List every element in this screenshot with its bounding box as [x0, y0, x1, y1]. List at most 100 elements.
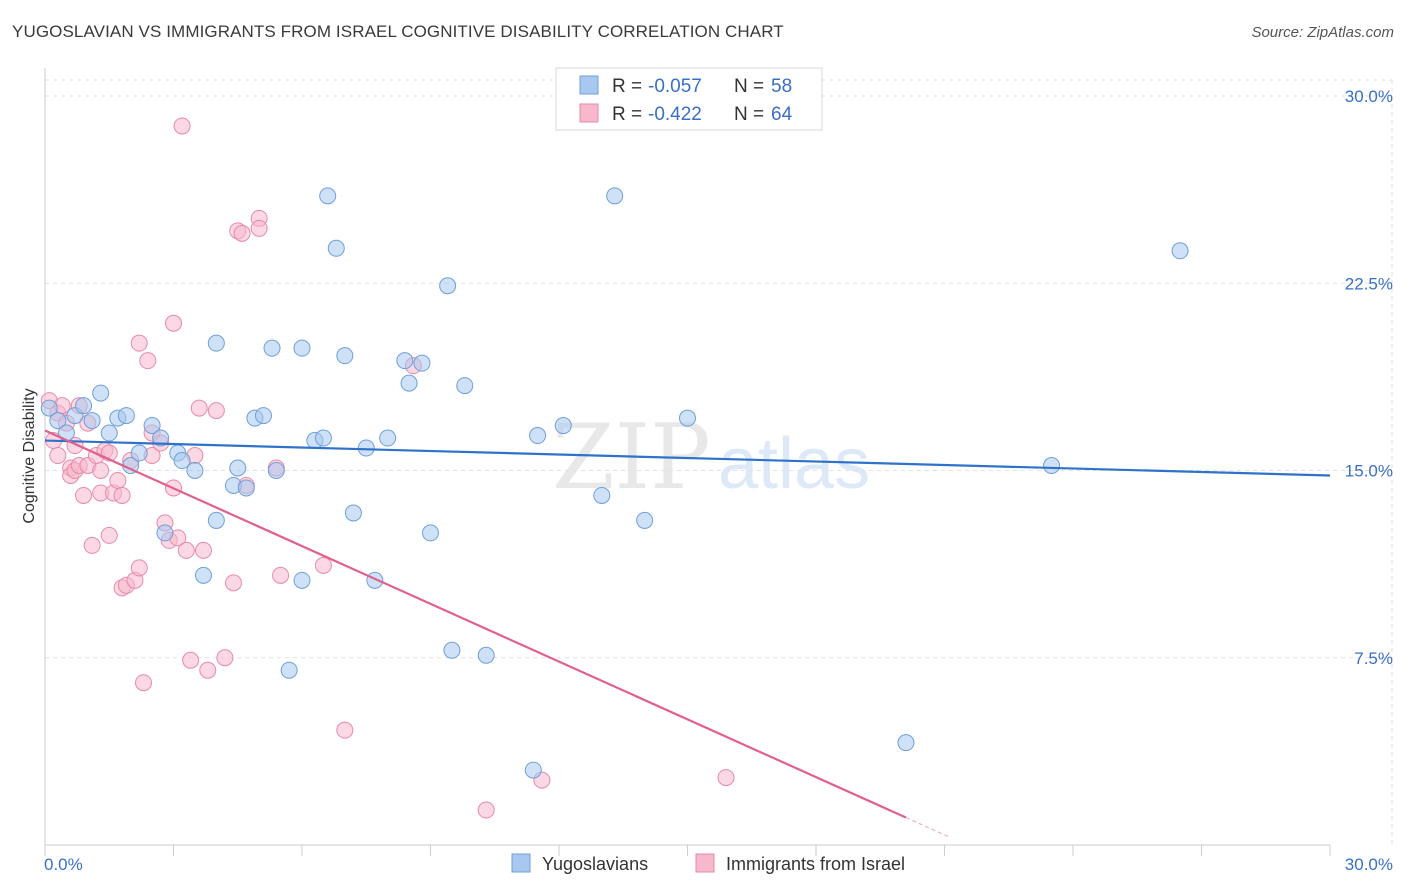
data-point-yugoslavians — [293, 571, 311, 589]
data-point-immigrants-israel — [194, 541, 212, 559]
data-point-immigrants-israel — [130, 559, 148, 577]
data-point-yugoslavians — [456, 377, 474, 395]
data-point-yugoslavians — [439, 277, 457, 295]
data-point-immigrants-israel — [250, 219, 268, 237]
stats-r-value-2: -0.422 — [648, 104, 702, 125]
data-point-yugoslavians — [344, 504, 362, 522]
chart-title: YUGOSLAVIAN VS IMMIGRANTS FROM ISRAEL CO… — [12, 22, 784, 41]
y-tick-label: 15.0% — [1345, 462, 1393, 481]
data-point-yugoslavians — [267, 462, 285, 479]
data-point-yugoslavians — [400, 374, 418, 392]
data-point-immigrants-israel — [100, 526, 118, 544]
data-point-yugoslavians — [443, 641, 461, 659]
data-point-yugoslavians — [280, 661, 298, 679]
stats-r-label-1: R = — [612, 76, 642, 97]
data-point-yugoslavians — [152, 429, 170, 447]
data-point-yugoslavians — [156, 524, 174, 542]
trendline-yugoslavians — [44, 439, 1331, 477]
data-point-yugoslavians — [194, 566, 212, 584]
data-point-yugoslavians — [75, 397, 93, 415]
data-point-yugoslavians — [319, 187, 337, 205]
data-point-yugoslavians — [92, 384, 110, 402]
data-point-immigrants-israel — [135, 674, 153, 692]
data-point-yugoslavians — [336, 347, 354, 365]
y-tick-label: 30.0% — [1345, 87, 1393, 106]
trend-lines — [44, 429, 1331, 838]
data-point-yugoslavians — [477, 646, 495, 664]
data-point-yugoslavians — [529, 427, 547, 445]
data-point-yugoslavians — [40, 399, 58, 417]
x-tick-label: 0.0% — [44, 855, 83, 874]
y-tick-label: 7.5% — [1354, 649, 1393, 668]
data-point-yugoslavians — [327, 239, 345, 257]
stats-n-label-2: N = — [734, 104, 764, 125]
y-axis-label: Cognitive Disability — [21, 388, 38, 523]
data-point-immigrants-israel — [130, 334, 148, 352]
data-point-immigrants-israel — [173, 117, 191, 135]
data-point-immigrants-israel — [49, 447, 67, 465]
data-point-yugoslavians — [413, 354, 431, 372]
data-point-yugoslavians — [293, 339, 311, 357]
data-point-immigrants-israel — [336, 721, 354, 739]
data-point-yugoslavians — [396, 352, 414, 370]
data-point-immigrants-israel — [224, 574, 242, 592]
data-point-yugoslavians — [130, 444, 148, 462]
data-point-immigrants-israel — [216, 649, 234, 667]
data-point-yugoslavians — [229, 459, 247, 477]
data-point-yugoslavians — [422, 524, 439, 542]
stats-legend-swatch-pink — [579, 103, 599, 123]
series-legend: Yugoslavians Immigrants from Israel — [511, 853, 905, 874]
data-point-yugoslavians — [679, 409, 696, 427]
data-point-immigrants-israel — [272, 566, 290, 584]
data-point-immigrants-israel — [477, 801, 495, 819]
data-point-yugoslavians — [117, 407, 135, 425]
legend-label-immigrants-israel: Immigrants from Israel — [726, 854, 905, 874]
data-point-immigrants-israel — [190, 399, 208, 417]
stats-legend-swatch-blue — [579, 75, 599, 95]
trendline-immigrants-israel-extension — [905, 816, 950, 838]
legend-swatch-yugoslavians — [511, 853, 531, 873]
legend-label-yugoslavians: Yugoslavians — [542, 854, 648, 874]
data-point-yugoslavians — [606, 187, 624, 205]
x-tick-labels: 0.0% 30.0% — [44, 855, 1393, 874]
data-point-yugoslavians — [207, 511, 225, 529]
data-point-immigrants-israel — [113, 486, 131, 504]
watermark-atlas: atlas — [718, 424, 870, 504]
data-point-yugoslavians — [593, 486, 611, 504]
data-point-yugoslavians — [173, 452, 191, 470]
axes — [44, 68, 1331, 856]
data-point-yugoslavians — [554, 417, 572, 435]
data-point-yugoslavians — [49, 412, 67, 430]
data-point-immigrants-israel — [199, 661, 217, 679]
data-point-immigrants-israel — [314, 556, 332, 574]
data-point-yugoslavians — [636, 511, 654, 529]
data-point-immigrants-israel — [139, 352, 157, 370]
data-point-immigrants-israel — [177, 541, 195, 559]
stats-legend-box — [555, 67, 823, 131]
stats-n-value-1: 58 — [771, 76, 792, 97]
data-point-yugoslavians — [524, 761, 542, 779]
stats-n-value-2: 64 — [771, 104, 793, 125]
data-point-yugoslavians — [143, 417, 161, 435]
data-point-yugoslavians — [1171, 242, 1189, 260]
data-point-immigrants-israel — [75, 486, 93, 504]
y-tick-label: 22.5% — [1345, 274, 1393, 293]
data-point-immigrants-israel — [109, 471, 127, 489]
series-yugoslavians — [40, 187, 1189, 779]
data-point-yugoslavians — [186, 462, 204, 479]
data-point-immigrants-israel — [233, 224, 251, 242]
data-point-yugoslavians — [897, 734, 915, 752]
stats-r-label-2: R = — [612, 104, 642, 125]
data-point-immigrants-israel — [92, 462, 110, 479]
data-point-yugoslavians — [254, 407, 272, 425]
data-point-yugoslavians — [1043, 457, 1061, 475]
data-point-immigrants-israel — [717, 769, 735, 787]
data-point-yugoslavians — [207, 334, 225, 352]
stats-legend: R = -0.057 N = 58 R = -0.422 N = 64 — [555, 67, 823, 131]
stats-r-value-1: -0.057 — [648, 76, 702, 97]
data-point-immigrants-israel — [83, 536, 101, 554]
stats-n-label-1: N = — [734, 76, 764, 97]
data-point-immigrants-israel — [207, 402, 225, 420]
data-point-yugoslavians — [314, 429, 332, 447]
trendline-immigrants-israel — [44, 429, 907, 819]
